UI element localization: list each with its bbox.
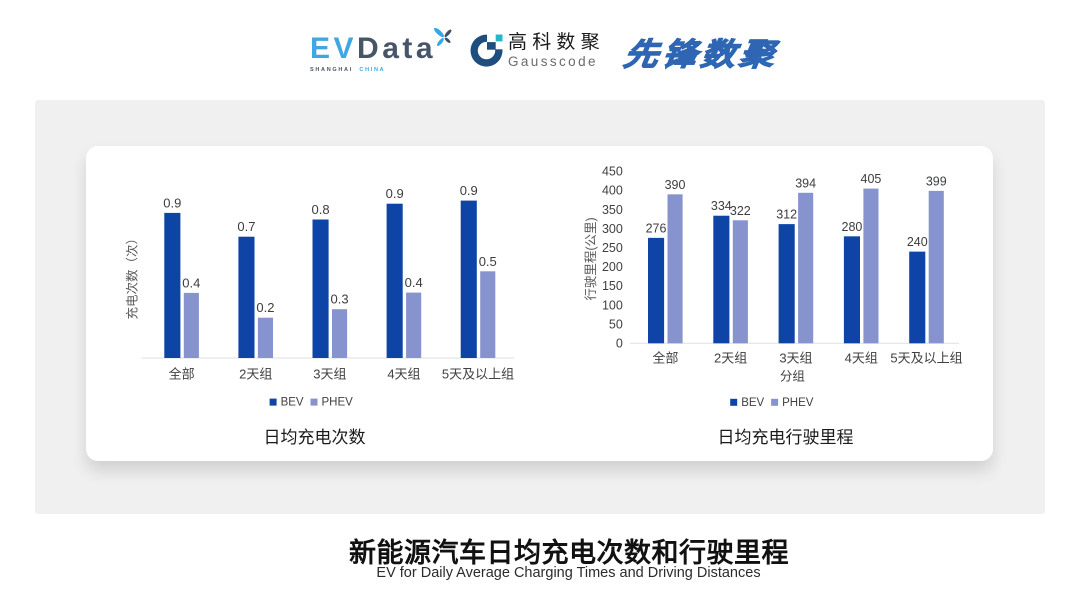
- svg-text:PHEV: PHEV: [782, 397, 814, 409]
- svg-text:0.5: 0.5: [479, 254, 497, 269]
- svg-text:322: 322: [730, 204, 751, 218]
- svg-text:行驶里程(公里): 行驶里程(公里): [583, 217, 598, 300]
- svg-text:4天组: 4天组: [845, 350, 878, 365]
- svg-text:100: 100: [602, 298, 623, 312]
- svg-text:PHEV: PHEV: [322, 397, 354, 409]
- svg-text:BEV: BEV: [281, 397, 304, 409]
- svg-text:150: 150: [602, 279, 623, 293]
- svg-text:334: 334: [711, 199, 732, 213]
- svg-text:日均充电次数: 日均充电次数: [264, 428, 366, 447]
- svg-text:5天及以上组: 5天及以上组: [442, 367, 514, 382]
- svg-text:405: 405: [861, 172, 882, 186]
- svg-text:0.4: 0.4: [182, 275, 200, 290]
- svg-text:0.2: 0.2: [256, 300, 274, 315]
- svg-text:250: 250: [602, 241, 623, 255]
- svg-text:全部: 全部: [652, 350, 678, 365]
- svg-text:日均充电行驶里程: 日均充电行驶里程: [718, 428, 854, 447]
- svg-text:50: 50: [609, 317, 623, 331]
- svg-text:200: 200: [602, 260, 623, 274]
- svg-text:2天组: 2天组: [714, 350, 747, 365]
- svg-text:300: 300: [602, 222, 623, 236]
- svg-text:0.7: 0.7: [237, 219, 255, 234]
- svg-text:0.3: 0.3: [331, 292, 349, 307]
- svg-text:2天组: 2天组: [239, 367, 272, 382]
- svg-text:280: 280: [842, 220, 863, 234]
- svg-text:BEV: BEV: [741, 397, 764, 409]
- svg-text:0.4: 0.4: [405, 275, 423, 290]
- svg-text:3天组: 3天组: [313, 367, 346, 382]
- svg-text:3天组: 3天组: [779, 350, 812, 365]
- svg-text:5天及以上组: 5天及以上组: [890, 350, 962, 365]
- svg-text:394: 394: [795, 176, 816, 190]
- svg-text:0.8: 0.8: [312, 202, 330, 217]
- svg-text:312: 312: [776, 208, 797, 222]
- svg-text:276: 276: [646, 221, 667, 235]
- svg-text:390: 390: [665, 178, 686, 192]
- svg-text:350: 350: [602, 203, 623, 217]
- svg-text:400: 400: [602, 184, 623, 198]
- svg-text:0: 0: [616, 337, 623, 351]
- svg-text:全部: 全部: [169, 367, 195, 382]
- svg-text:450: 450: [602, 165, 623, 179]
- svg-text:240: 240: [907, 235, 928, 249]
- svg-text:充电次数（次）: 充电次数（次）: [124, 232, 139, 320]
- svg-text:0.9: 0.9: [460, 183, 478, 198]
- svg-text:4天组: 4天组: [387, 367, 420, 382]
- svg-text:0.9: 0.9: [163, 195, 181, 210]
- svg-text:分组: 分组: [780, 370, 805, 384]
- svg-text:0.9: 0.9: [386, 186, 404, 201]
- svg-text:399: 399: [926, 174, 947, 188]
